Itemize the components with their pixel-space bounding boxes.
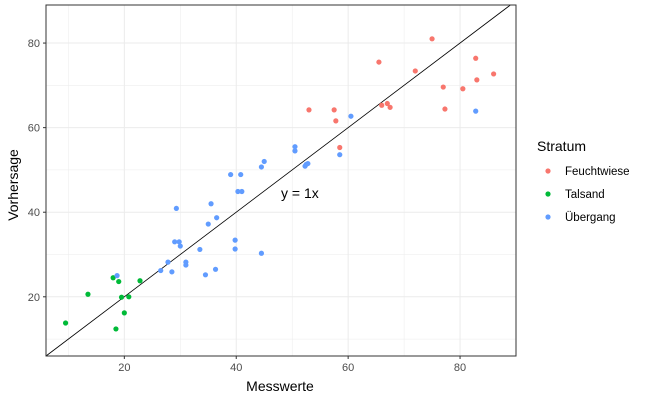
reference-line-layer bbox=[45, 4, 511, 357]
data-point bbox=[165, 259, 171, 265]
data-point bbox=[239, 188, 245, 195]
data-point bbox=[387, 104, 393, 110]
data-point bbox=[337, 152, 343, 158]
data-point bbox=[473, 55, 479, 61]
data-point bbox=[235, 188, 241, 195]
ticks-layer: 20 40 60 80 20 40 60 80 bbox=[28, 38, 466, 374]
data-point bbox=[258, 164, 265, 170]
y-tick-label: 80 bbox=[28, 38, 40, 50]
grid-layer bbox=[46, 5, 516, 356]
x-tick-label: 60 bbox=[342, 362, 354, 374]
legend-label: Übergang bbox=[565, 212, 616, 224]
data-point bbox=[261, 158, 267, 165]
x-axis-title: Messwerte bbox=[246, 378, 314, 394]
legend-key bbox=[545, 191, 551, 197]
data-point bbox=[62, 320, 69, 326]
legend-title: Stratum bbox=[537, 138, 586, 154]
data-point bbox=[214, 215, 220, 221]
data-point bbox=[202, 272, 209, 278]
data-point bbox=[118, 294, 125, 300]
data-point bbox=[442, 106, 448, 112]
data-point bbox=[212, 266, 219, 272]
data-point bbox=[348, 113, 354, 119]
data-point bbox=[113, 326, 119, 332]
legend: Stratum Feuchtwiese Talsand Übergang bbox=[537, 138, 630, 224]
points-layer bbox=[62, 36, 497, 332]
data-point bbox=[379, 102, 385, 108]
x-tick-label: 20 bbox=[118, 362, 130, 374]
x-tick-label: 80 bbox=[454, 362, 466, 374]
data-point bbox=[331, 107, 337, 113]
data-point bbox=[173, 205, 179, 212]
legend-label: Talsand bbox=[565, 189, 605, 201]
data-point bbox=[183, 259, 189, 265]
annotation-text: y = 1x bbox=[281, 185, 319, 201]
data-point bbox=[440, 84, 446, 90]
data-point bbox=[238, 171, 244, 178]
data-point bbox=[474, 77, 480, 83]
legend-key bbox=[545, 168, 551, 174]
data-point bbox=[126, 294, 132, 300]
data-point bbox=[337, 144, 343, 151]
data-point bbox=[114, 273, 120, 279]
data-point bbox=[412, 68, 418, 74]
data-point bbox=[460, 86, 466, 92]
data-point bbox=[158, 267, 164, 274]
y-axis-title: Vorhersage bbox=[5, 149, 21, 221]
panel-border bbox=[45, 4, 517, 357]
legend-label: Feuchtwiese bbox=[565, 166, 630, 178]
data-point bbox=[85, 291, 91, 297]
legend-key bbox=[545, 214, 551, 220]
data-point bbox=[473, 108, 479, 114]
data-point bbox=[208, 201, 214, 207]
data-point bbox=[384, 100, 390, 107]
data-point bbox=[429, 36, 435, 42]
data-point bbox=[172, 239, 178, 245]
data-point bbox=[333, 118, 339, 124]
data-point bbox=[305, 160, 311, 167]
data-point bbox=[292, 144, 298, 150]
data-point bbox=[258, 250, 265, 256]
data-point bbox=[491, 71, 497, 77]
reference-line bbox=[45, 4, 511, 357]
data-point bbox=[116, 278, 122, 285]
data-point bbox=[306, 107, 312, 113]
data-point bbox=[176, 239, 182, 245]
data-point bbox=[205, 221, 211, 227]
data-point bbox=[197, 246, 203, 253]
data-point bbox=[137, 278, 143, 284]
data-point bbox=[177, 243, 183, 249]
y-tick-label: 60 bbox=[28, 123, 40, 135]
data-point bbox=[110, 275, 116, 281]
data-point bbox=[228, 171, 234, 178]
y-tick-label: 20 bbox=[28, 292, 40, 304]
x-tick-label: 40 bbox=[230, 362, 242, 374]
data-point bbox=[376, 59, 382, 65]
data-point bbox=[232, 237, 238, 243]
data-point bbox=[292, 148, 298, 154]
data-point bbox=[232, 246, 238, 252]
data-point bbox=[169, 269, 175, 275]
data-point bbox=[121, 310, 127, 316]
y-tick-label: 40 bbox=[28, 207, 40, 219]
